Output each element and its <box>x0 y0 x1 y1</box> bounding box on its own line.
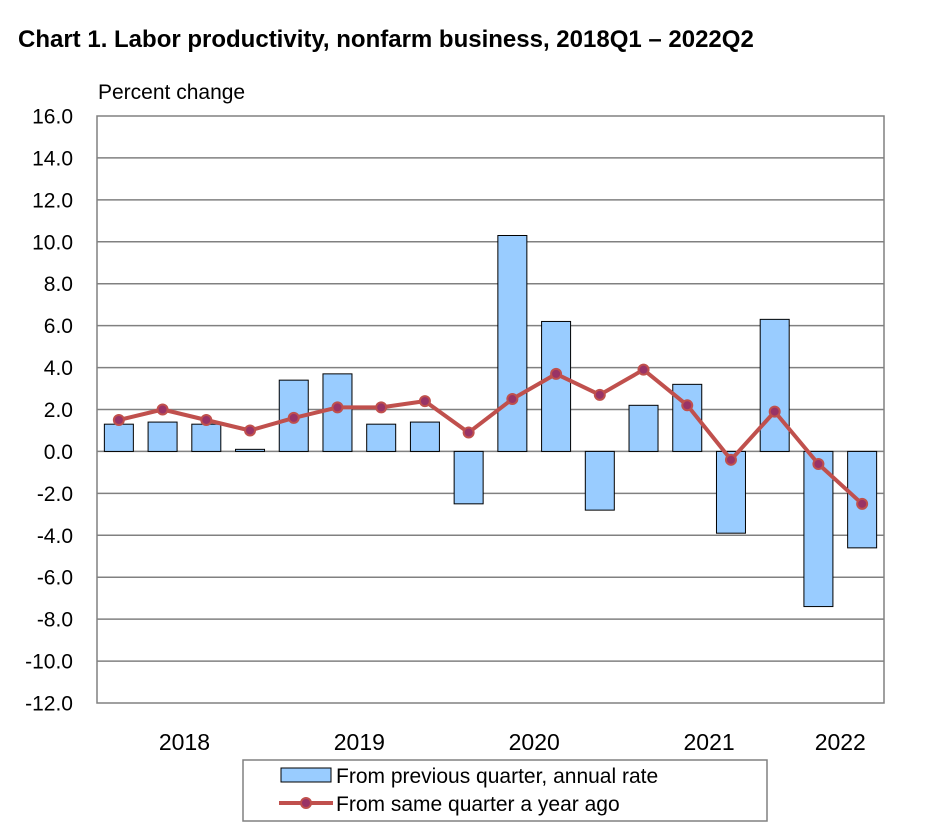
line-point-2019Q1 <box>287 411 300 424</box>
year-label-2022: 2022 <box>815 729 866 755</box>
line-point-2018Q3 <box>200 413 213 426</box>
line-point-2020Q4 <box>593 388 606 401</box>
year-label-2021: 2021 <box>684 729 735 755</box>
line-series <box>112 363 869 510</box>
y-tick-label: 8.0 <box>44 273 73 296</box>
bar-2021Q1 <box>628 404 659 452</box>
y-tick-label: -6.0 <box>37 567 73 590</box>
line-point-2018Q1 <box>112 413 125 426</box>
y-tick-label: 14.0 <box>32 147 73 170</box>
line-point-2020Q2 <box>506 393 519 406</box>
year-label-2018: 2018 <box>159 729 210 755</box>
line-point-2019Q3 <box>375 401 388 414</box>
legend: From previous quarter, annual rate From … <box>242 759 768 822</box>
line-point-2022Q1 <box>812 458 825 471</box>
legend-line-label: From same quarter a year ago <box>336 793 620 816</box>
y-tick-label: 12.0 <box>32 189 73 212</box>
line-point-2020Q1 <box>462 426 475 439</box>
x-axis-year-labels: 2018 2019 2020 2021 2022 <box>159 729 866 755</box>
legend-line-marker <box>300 797 312 809</box>
y-tick-label: -4.0 <box>37 525 73 548</box>
y-tick-label: 6.0 <box>44 315 73 338</box>
line-point-2020Q3 <box>550 367 563 380</box>
bar-2019Q4 <box>409 421 440 452</box>
bar-2019Q3 <box>366 423 397 452</box>
gridlines <box>97 157 884 662</box>
line-point-2018Q4 <box>244 424 257 437</box>
line-point-2019Q2 <box>331 401 344 414</box>
y-tick-label: -12.0 <box>25 693 73 716</box>
line-point-2019Q4 <box>418 395 431 408</box>
line-point-2021Q2 <box>681 399 694 412</box>
y-tick-label: 0.0 <box>44 441 73 464</box>
legend-bar-swatch <box>280 767 332 783</box>
year-label-2019: 2019 <box>334 729 385 755</box>
y-tick-label: 10.0 <box>32 231 73 254</box>
y-tick-label: 16.0 <box>32 106 73 129</box>
bar-2018Q1 <box>103 423 134 452</box>
line-point-2018Q2 <box>156 403 169 416</box>
y-tick-label: 4.0 <box>44 357 73 380</box>
y-tick-label: 2.0 <box>44 399 73 422</box>
bar-2021Q4 <box>759 318 790 452</box>
bar-2018Q3 <box>191 423 222 452</box>
y-axis-ticks: -12.0 -10.0 -8.0 -6.0 -4.0 -2.0 0.0 2.0 4.0 6.0 8.… <box>25 106 73 716</box>
line-point-2021Q3 <box>724 453 737 466</box>
line-path <box>118 367 864 506</box>
bar-2022Q1 <box>803 450 834 608</box>
y-tick-label: -2.0 <box>37 483 73 506</box>
legend-bar-label: From previous quarter, annual rate <box>336 765 658 788</box>
bar-2020Q3 <box>541 320 572 452</box>
bar-2018Q2 <box>147 421 178 452</box>
y-axis-label: Percent change <box>98 81 245 104</box>
bar-2018Q4 <box>235 448 266 452</box>
line-point-2022Q2 <box>856 497 869 510</box>
bar-2020Q4 <box>584 450 615 511</box>
line-point-2021Q4 <box>768 405 781 418</box>
bar-2020Q1 <box>453 450 484 505</box>
year-label-2020: 2020 <box>509 729 560 755</box>
chart-title: Chart 1. Labor productivity, nonfarm bus… <box>18 26 754 53</box>
line-point-2021Q1 <box>637 363 650 376</box>
y-tick-label: -8.0 <box>37 609 73 632</box>
bar-2020Q2 <box>497 234 528 452</box>
y-tick-label: -10.0 <box>25 651 73 674</box>
